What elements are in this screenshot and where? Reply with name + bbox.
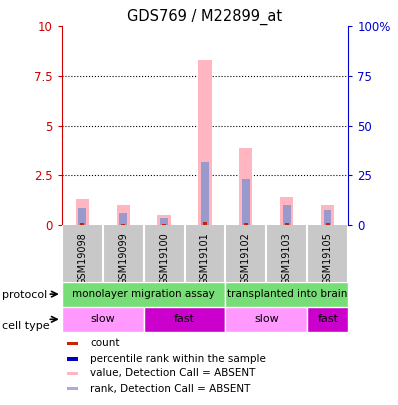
Bar [201, 162, 209, 225]
Bar [162, 224, 166, 225]
Bar [242, 179, 250, 225]
Text: value, Detection Call = ABSENT: value, Detection Call = ABSENT [90, 369, 256, 378]
Bar [80, 223, 84, 225]
Bar [326, 224, 330, 225]
Bar [144, 307, 225, 332]
Text: rank, Detection Call = ABSENT: rank, Detection Call = ABSENT [90, 384, 251, 394]
Bar [160, 217, 168, 225]
Bar [62, 307, 144, 332]
Text: fast: fast [317, 314, 338, 324]
Bar [62, 281, 225, 307]
Bar [76, 199, 89, 225]
Bar [199, 60, 211, 225]
Bar [67, 372, 78, 375]
Text: GSM19102: GSM19102 [241, 232, 251, 285]
Bar [67, 341, 78, 345]
Bar [78, 208, 86, 225]
Bar [225, 281, 348, 307]
Bar [117, 205, 130, 225]
Bar [285, 223, 289, 225]
Bar [321, 205, 334, 225]
Text: GSM19099: GSM19099 [118, 232, 128, 285]
Bar [244, 224, 248, 225]
Text: slow: slow [254, 314, 279, 324]
Text: protocol: protocol [2, 290, 47, 300]
Text: cell type: cell type [2, 321, 50, 331]
Bar [67, 387, 78, 390]
Text: GSM19103: GSM19103 [282, 232, 292, 285]
Bar [283, 205, 291, 225]
Bar [307, 307, 348, 332]
Text: monolayer migration assay: monolayer migration assay [72, 289, 215, 299]
Text: transplanted into brain: transplanted into brain [226, 289, 347, 299]
Title: GDS769 / M22899_at: GDS769 / M22899_at [127, 9, 283, 25]
Bar [225, 307, 307, 332]
Bar [324, 210, 332, 225]
Text: count: count [90, 338, 120, 348]
Bar [121, 224, 125, 225]
Bar [67, 357, 78, 361]
Text: GSM19100: GSM19100 [159, 232, 169, 285]
Bar [158, 215, 171, 225]
Bar [119, 213, 127, 225]
Text: GSM19098: GSM19098 [77, 232, 87, 285]
Bar [239, 148, 252, 225]
Text: GSM19105: GSM19105 [323, 232, 333, 285]
Bar [203, 222, 207, 225]
Text: fast: fast [174, 314, 195, 324]
Bar [280, 197, 293, 225]
Text: slow: slow [90, 314, 115, 324]
Text: percentile rank within the sample: percentile rank within the sample [90, 354, 266, 364]
Text: GSM19101: GSM19101 [200, 232, 210, 285]
